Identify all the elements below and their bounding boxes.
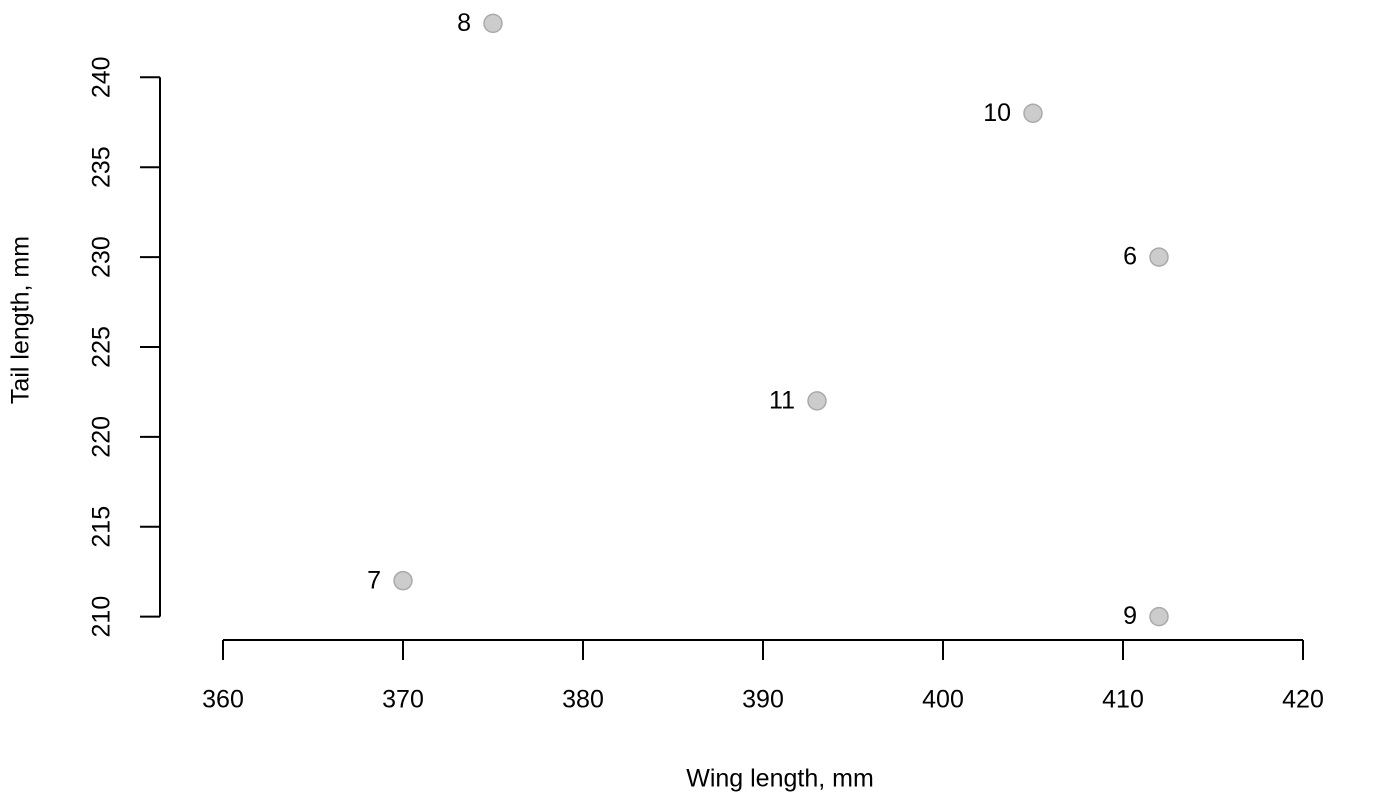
y-tick-label: 225 bbox=[88, 326, 116, 368]
y-tick-label: 210 bbox=[88, 596, 116, 638]
x-tick-label: 420 bbox=[1282, 686, 1324, 714]
point bbox=[1023, 103, 1043, 124]
x-tick-label: 370 bbox=[382, 686, 424, 714]
point bbox=[483, 13, 503, 34]
x-tick-label: 380 bbox=[562, 686, 604, 714]
point-label: 11 bbox=[769, 387, 795, 415]
point-label: 7 bbox=[367, 566, 381, 594]
x-tick-label: 360 bbox=[202, 686, 244, 714]
y-tick-label: 240 bbox=[88, 56, 116, 98]
point-label: 9 bbox=[1123, 602, 1137, 630]
x-tick-label: 410 bbox=[1102, 686, 1144, 714]
y-tick-label: 220 bbox=[88, 416, 116, 458]
point-label: 10 bbox=[983, 99, 1011, 127]
point-label: 8 bbox=[457, 9, 471, 37]
y-tick-label: 235 bbox=[88, 146, 116, 188]
point bbox=[807, 391, 827, 411]
x-tick-label: 390 bbox=[742, 686, 784, 714]
x-tick-label: 400 bbox=[922, 686, 964, 714]
point bbox=[1149, 247, 1169, 267]
point-label: 6 bbox=[1123, 243, 1137, 271]
y-tick-label: 215 bbox=[88, 506, 116, 548]
y-tick-label: 230 bbox=[88, 236, 116, 278]
y-axis-title: Tail length, mm bbox=[7, 236, 35, 404]
point bbox=[1149, 606, 1169, 627]
point bbox=[393, 570, 413, 591]
x-axis-title: Wing length, mm bbox=[686, 765, 874, 793]
